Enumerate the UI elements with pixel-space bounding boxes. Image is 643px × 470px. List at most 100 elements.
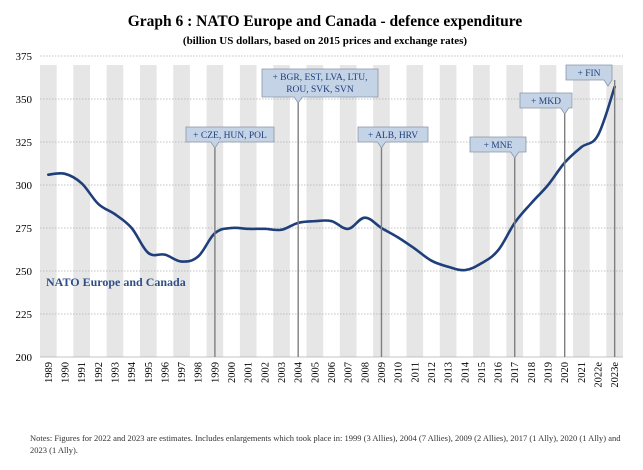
x-tick-label: 1994 <box>127 361 138 383</box>
callout-label: + BGR, EST, LVA, LTU, <box>272 73 367 83</box>
y-axis: 200 225 250 275 300 325 350 375 <box>16 51 33 364</box>
callout-box <box>519 92 573 115</box>
x-tick-label: 2021 <box>577 362 588 383</box>
series-layer <box>47 85 616 272</box>
x-tick-label: 2014 <box>460 361 471 383</box>
x-tick-label: 1990 <box>60 362 71 383</box>
x-tick-label: 1999 <box>210 362 221 383</box>
band-2005 <box>306 65 324 357</box>
y-tick-label: 275 <box>16 223 33 235</box>
data-point-1995 <box>147 251 150 255</box>
band-2001 <box>239 65 257 357</box>
callout-label: + ALB, HRV <box>368 131 418 141</box>
band-1993 <box>106 65 124 357</box>
y-tick-label: 200 <box>16 352 33 364</box>
band-2015 <box>473 65 490 357</box>
callout-2020: + MKD <box>519 92 573 357</box>
data-point-2006 <box>330 219 333 223</box>
footnote: Notes: Figures for 2022 and 2023 are est… <box>30 433 621 455</box>
data-point-2014 <box>463 268 466 272</box>
data-point-2003 <box>280 228 283 231</box>
callout-2004: + BGR, EST, LVA, LTU, ROU, SVK, SVN <box>261 68 379 357</box>
y-tick-label: 225 <box>16 309 33 321</box>
data-point-2008 <box>363 216 367 219</box>
x-tick-label: 2006 <box>327 362 338 383</box>
band-2003 <box>273 65 290 357</box>
callout-label: + FIN <box>577 69 600 79</box>
data-point-2018 <box>530 201 533 205</box>
data-point-1991 <box>80 182 83 185</box>
x-tick-label: 2005 <box>310 362 321 383</box>
gridlines-layer <box>40 55 623 358</box>
x-tick-label: 1997 <box>177 362 188 383</box>
data-point-2021 <box>580 145 583 149</box>
x-tick-label: 2000 <box>227 362 238 383</box>
data-point-1989 <box>47 173 50 176</box>
x-tick-label: 2015 <box>477 362 488 383</box>
callout-label: + MKD <box>531 97 561 107</box>
data-point-1990 <box>63 172 67 176</box>
callout-2009: + ALB, HRV <box>357 126 429 357</box>
band-2013 <box>439 65 457 357</box>
y-tick-label: 250 <box>16 266 33 278</box>
x-tick-label: 2018 <box>527 362 538 383</box>
data-point-2001 <box>247 227 250 231</box>
annotations-layer: + CZE, HUN, POL + BGR, EST, LVA, LTU, ROU,… <box>185 64 616 357</box>
x-tick-label: 2012 <box>427 362 438 383</box>
chart-title: Graph 6 : NATO Europe and Canada - defen… <box>128 13 523 30</box>
x-tick-label: 1995 <box>144 362 155 383</box>
x-axis: 1989 1990 1991 1992 1993 1994 1995 1996 1997 1998… <box>44 361 621 387</box>
data-point-2010 <box>396 236 400 239</box>
data-point-2002 <box>263 227 267 231</box>
band-2021 <box>573 65 590 357</box>
data-point-1996 <box>163 253 167 256</box>
x-tick-label: 1989 <box>44 362 55 383</box>
band-2019 <box>539 65 557 357</box>
band-2011 <box>406 65 424 357</box>
y-tick-label: 350 <box>16 94 33 106</box>
band-1991 <box>73 65 90 357</box>
data-point-1997 <box>180 260 183 263</box>
x-tick-label: 1991 <box>77 362 88 383</box>
x-tick-label: 2013 <box>444 362 455 383</box>
y-tick-label: 375 <box>16 51 33 63</box>
x-tick-label: 2020 <box>560 362 571 383</box>
callout-1999: + CZE, HUN, POL <box>185 126 275 357</box>
x-tick-label: 2009 <box>377 362 388 383</box>
x-tick-label: 2003 <box>277 362 288 383</box>
data-point-1993 <box>113 213 117 216</box>
y-tick-label: 325 <box>16 137 33 149</box>
x-tick-label: 1998 <box>194 362 205 383</box>
data-point-1998 <box>197 255 200 258</box>
data-point-1992 <box>97 202 100 206</box>
data-point-2022e <box>596 133 600 137</box>
callout-box <box>261 68 379 104</box>
data-point-2011 <box>413 247 416 250</box>
data-point-2016 <box>496 249 500 252</box>
bands-layer <box>40 65 623 357</box>
x-tick-label: 2008 <box>360 362 371 383</box>
data-point-2019 <box>546 183 550 187</box>
band-1997 <box>173 65 190 357</box>
x-tick-label: 2022e <box>594 362 605 388</box>
data-point-1994 <box>130 226 133 230</box>
callout-2023e: + FIN <box>565 64 616 357</box>
data-point-2013 <box>446 265 450 268</box>
data-point-2000 <box>230 226 233 230</box>
callout-box <box>357 126 429 149</box>
x-tick-label: 2011 <box>410 362 421 383</box>
x-tick-label: 2002 <box>260 362 271 383</box>
x-tick-label: 2007 <box>344 362 355 383</box>
callout-2017: + MNE <box>469 136 527 357</box>
chart-subtitle: (billion US dollars, based on 2015 price… <box>183 35 468 47</box>
callout-box <box>469 136 527 159</box>
data-point-2012 <box>430 259 433 262</box>
series-label: NATO Europe and Canada <box>46 275 186 289</box>
x-tick-label: 2019 <box>544 362 555 383</box>
x-tick-label: 2017 <box>510 362 521 383</box>
x-tick-label: 2023e <box>610 362 621 388</box>
x-tick-label: 2016 <box>494 362 505 383</box>
callout-label: + CZE, HUN, POL <box>193 131 267 141</box>
x-tick-label: 2010 <box>394 362 405 383</box>
